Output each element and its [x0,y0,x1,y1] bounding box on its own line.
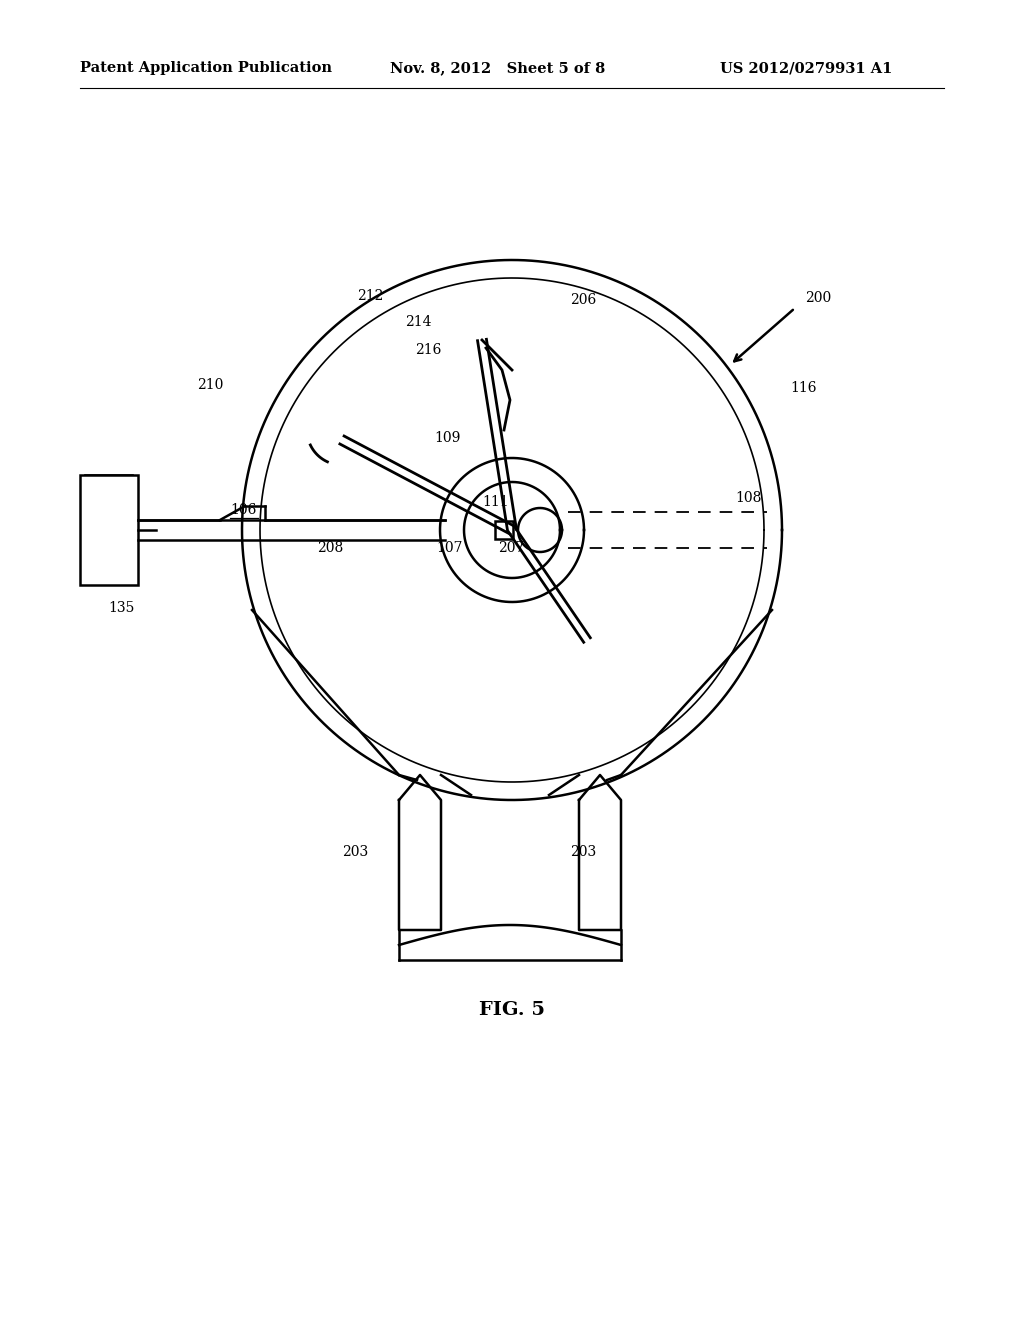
Text: 203: 203 [342,845,368,859]
Text: 135: 135 [109,601,135,615]
Text: Nov. 8, 2012   Sheet 5 of 8: Nov. 8, 2012 Sheet 5 of 8 [390,61,605,75]
Text: Patent Application Publication: Patent Application Publication [80,61,332,75]
Text: 108: 108 [735,491,762,506]
Text: 116: 116 [790,381,816,395]
Text: 214: 214 [406,315,431,329]
Text: 203: 203 [570,845,596,859]
Text: 107: 107 [437,541,463,554]
Text: FIG. 5: FIG. 5 [479,1001,545,1019]
Text: 111: 111 [482,495,509,510]
Text: 206: 206 [570,293,596,308]
Text: 200: 200 [805,290,831,305]
Text: US 2012/0279931 A1: US 2012/0279931 A1 [720,61,892,75]
Bar [80,475,138,585]
Text: 106: 106 [229,503,256,517]
Text: 109: 109 [435,432,461,445]
Text: 207: 207 [498,541,524,554]
Bar [495,521,513,539]
Text: 208: 208 [316,541,343,554]
Text: 216: 216 [415,343,441,356]
Text: 210: 210 [197,378,223,392]
Text: 212: 212 [356,289,383,304]
